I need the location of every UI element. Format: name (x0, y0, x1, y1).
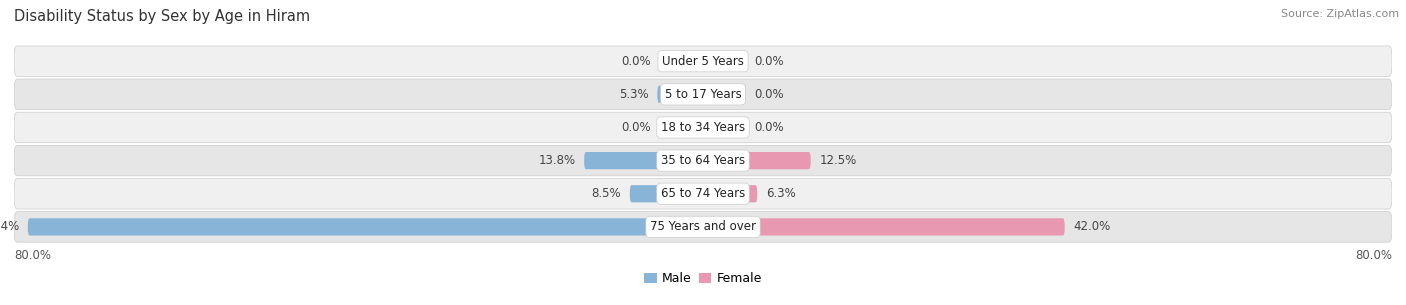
Text: 0.0%: 0.0% (621, 55, 651, 68)
FancyBboxPatch shape (14, 46, 1392, 77)
Text: 35 to 64 Years: 35 to 64 Years (661, 154, 745, 167)
FancyBboxPatch shape (14, 79, 1392, 109)
Text: 5 to 17 Years: 5 to 17 Years (665, 88, 741, 101)
Text: 5.3%: 5.3% (619, 88, 648, 101)
FancyBboxPatch shape (703, 119, 747, 136)
Text: 18 to 34 Years: 18 to 34 Years (661, 121, 745, 134)
Text: Source: ZipAtlas.com: Source: ZipAtlas.com (1281, 9, 1399, 19)
Text: 75 Years and over: 75 Years and over (650, 221, 756, 233)
FancyBboxPatch shape (703, 185, 758, 203)
Text: 6.3%: 6.3% (766, 187, 796, 200)
Text: 0.0%: 0.0% (755, 88, 785, 101)
FancyBboxPatch shape (14, 178, 1392, 209)
Text: 13.8%: 13.8% (538, 154, 575, 167)
FancyBboxPatch shape (703, 218, 1064, 235)
FancyBboxPatch shape (703, 86, 747, 103)
Text: 42.0%: 42.0% (1073, 221, 1111, 233)
Text: 80.0%: 80.0% (1355, 249, 1392, 262)
Text: 12.5%: 12.5% (820, 154, 856, 167)
FancyBboxPatch shape (703, 52, 747, 70)
FancyBboxPatch shape (28, 218, 703, 235)
Text: 0.0%: 0.0% (621, 121, 651, 134)
FancyBboxPatch shape (658, 86, 703, 103)
FancyBboxPatch shape (659, 119, 703, 136)
FancyBboxPatch shape (14, 145, 1392, 176)
Text: 0.0%: 0.0% (755, 121, 785, 134)
Text: 0.0%: 0.0% (755, 55, 785, 68)
Text: 8.5%: 8.5% (592, 187, 621, 200)
FancyBboxPatch shape (659, 52, 703, 70)
Text: 80.0%: 80.0% (14, 249, 51, 262)
FancyBboxPatch shape (630, 185, 703, 203)
Text: 78.4%: 78.4% (0, 221, 20, 233)
Legend: Male, Female: Male, Female (640, 267, 766, 290)
FancyBboxPatch shape (14, 212, 1392, 242)
Text: Under 5 Years: Under 5 Years (662, 55, 744, 68)
FancyBboxPatch shape (703, 152, 811, 169)
FancyBboxPatch shape (14, 112, 1392, 143)
Text: 65 to 74 Years: 65 to 74 Years (661, 187, 745, 200)
FancyBboxPatch shape (583, 152, 703, 169)
Text: Disability Status by Sex by Age in Hiram: Disability Status by Sex by Age in Hiram (14, 9, 311, 24)
